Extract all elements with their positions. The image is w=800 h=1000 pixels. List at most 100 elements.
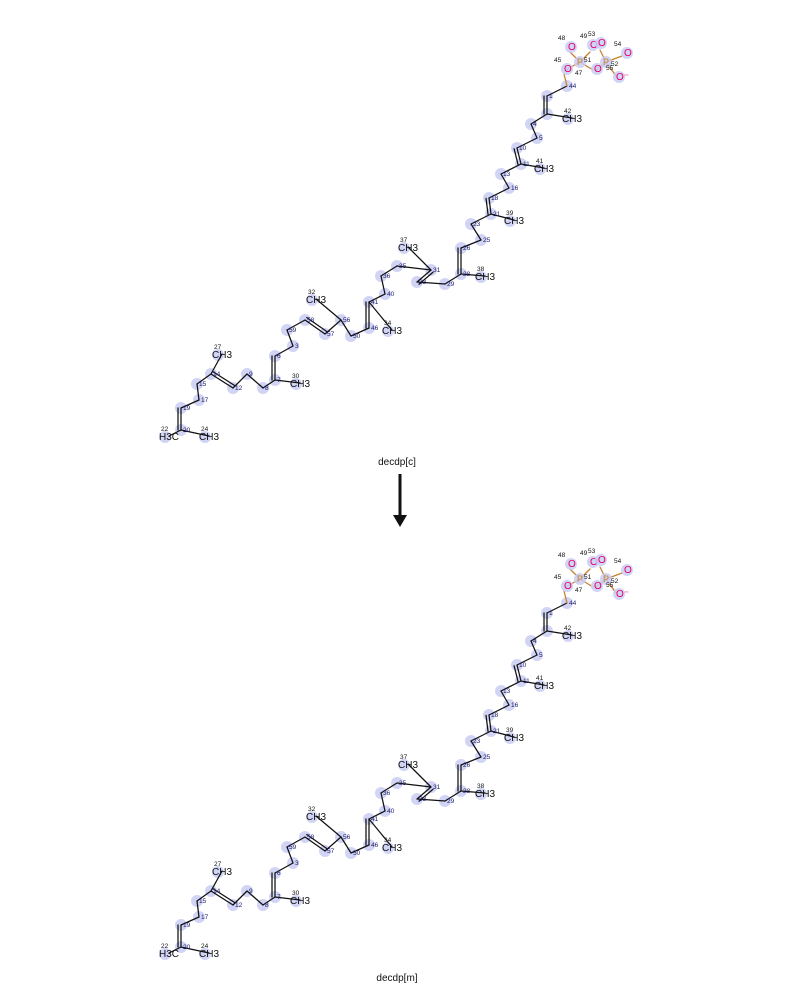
oxygen-atom: O — [598, 38, 606, 49]
methyl-bond — [520, 680, 545, 686]
methyl-bond — [180, 946, 210, 954]
atom-highlight — [212, 866, 224, 878]
bond — [546, 602, 568, 614]
atom-index: 13 — [503, 688, 511, 695]
atom-index: 38 — [477, 783, 485, 790]
bond — [210, 890, 234, 906]
atom-index: 20 — [183, 427, 191, 434]
methyl-group: CH3 — [398, 243, 418, 254]
atom-index: 14 — [213, 888, 221, 895]
atom-index: 37 — [400, 754, 408, 761]
atom-index: 5 — [539, 135, 543, 142]
atom-index: 25 — [483, 237, 491, 244]
methyl-group: CH3 — [562, 631, 582, 642]
atom-index: 42 — [564, 108, 572, 115]
atom-highlight — [159, 431, 171, 443]
phosphate-bond — [563, 590, 568, 604]
bond — [516, 664, 522, 682]
bond — [304, 836, 326, 852]
atom-index: 3 — [295, 860, 299, 867]
atom-index: 38 — [477, 266, 485, 273]
atom-index: 30 — [292, 890, 300, 897]
atom-index: 16 — [511, 702, 519, 709]
atom-index: 41 — [536, 675, 544, 682]
bond — [460, 239, 482, 249]
methyl-group: CH3 — [212, 867, 232, 878]
bond — [286, 329, 294, 347]
atom-index: 35 — [399, 780, 407, 787]
phosphorus-atom: P — [603, 574, 609, 584]
atom-index: 46 — [371, 842, 379, 849]
oxygen-atom: O — [594, 64, 602, 75]
atom-index: 1 — [549, 610, 553, 617]
bond — [340, 836, 352, 854]
atom-highlight — [591, 63, 603, 75]
atom-index: 28 — [463, 788, 471, 795]
methyl-bond — [168, 946, 182, 954]
bond — [500, 680, 522, 692]
atom-index: 58 — [307, 834, 315, 841]
atom-index: 4 — [533, 121, 537, 128]
methyl-bond — [180, 429, 210, 437]
methyl-bond — [210, 870, 223, 892]
methyl-group: CH3 — [475, 789, 495, 800]
oxygen-atom: O — [564, 581, 572, 592]
atom-index: 48 — [558, 552, 566, 559]
atom-index: 14 — [213, 371, 221, 378]
bond — [500, 163, 522, 175]
atom-highlight — [212, 349, 224, 361]
atom-index: 24 — [201, 426, 209, 433]
bond — [324, 319, 342, 335]
methyl-group: CH3 — [504, 216, 524, 227]
atom-highlight — [621, 564, 633, 576]
atom-index: 53 — [588, 31, 596, 38]
bond — [444, 273, 462, 285]
atom-index: 26 — [463, 762, 471, 769]
atom-index: 30 — [292, 373, 300, 380]
atom-highlight — [574, 56, 586, 68]
atom-index: 8 — [265, 385, 269, 392]
atom-index: 10 — [519, 145, 527, 152]
atom-highlight — [562, 113, 574, 125]
bond — [368, 810, 386, 820]
atom-index: 44 — [569, 83, 577, 90]
atom-index: 49 — [580, 550, 588, 557]
atom-highlight — [595, 554, 607, 566]
oxygen-atom: O — [624, 48, 632, 59]
bond — [232, 373, 248, 389]
atom-highlight — [561, 580, 573, 592]
atom-index: 44 — [569, 600, 577, 607]
methyl-group: CH3 — [306, 295, 326, 306]
methyl-group: H3C — [159, 949, 179, 960]
methyl-bond — [407, 763, 432, 788]
atom-index: 39 — [506, 727, 514, 734]
bond — [530, 640, 538, 656]
phosphorus-atom: P — [577, 574, 583, 584]
bond — [460, 756, 482, 766]
atom-index: 41 — [371, 299, 379, 306]
atom-index: 21 — [493, 211, 501, 218]
atom-index: 25 — [483, 754, 491, 761]
bond — [286, 836, 306, 848]
methyl-bond — [315, 298, 342, 321]
atom-index: 37 — [400, 237, 408, 244]
atom-index: 55 — [606, 65, 614, 72]
atom-index: 26 — [463, 245, 471, 252]
bond — [470, 213, 492, 225]
atom-index: 4 — [533, 638, 537, 645]
atom-highlight — [534, 680, 546, 692]
oxygen-atom: O — [590, 557, 598, 568]
atom-index: 50 — [353, 333, 361, 340]
methyl-bond — [460, 273, 486, 277]
bond — [530, 123, 538, 139]
atom-index: 41 — [536, 158, 544, 165]
atom-index: 17 — [201, 397, 209, 404]
oxygen-atom: O — [598, 555, 606, 566]
oxygen-atom: O⁻ — [616, 589, 629, 600]
methyl-bond — [315, 815, 342, 838]
double-bond — [513, 665, 519, 683]
double-bond — [418, 271, 434, 285]
methyl-group: CH3 — [534, 681, 554, 692]
atom-highlight — [534, 163, 546, 175]
methyl-group: CH3 — [199, 949, 219, 960]
